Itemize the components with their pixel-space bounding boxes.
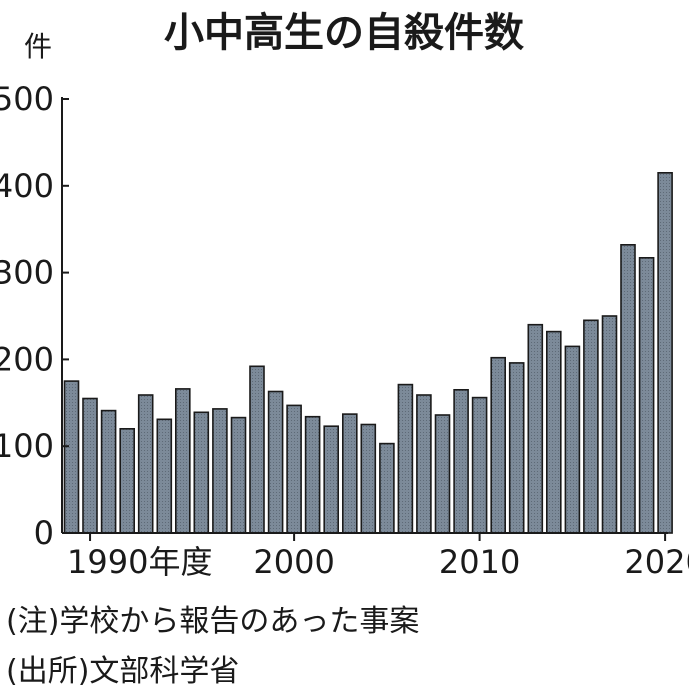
bar-2015 [564,345,581,534]
bar-1997 [230,416,247,534]
chart: 小中高生の自殺件数 件 0 100 200 300 400 500 1990年度 2000 2… [0,10,689,581]
y-tick-label: 300 [0,254,54,292]
bar-2005 [379,442,395,534]
y-tick-label: 0 [34,514,54,552]
bar-1992 [137,394,154,534]
y-tick-label: 500 [0,80,54,118]
bar-2017 [601,315,618,534]
bar-2008 [434,414,451,534]
y-axis-unit: 件 [24,30,52,63]
bar-2020 [657,172,673,534]
bar-2002 [323,425,340,534]
bar-1995 [193,411,210,534]
x-tick-label: 1990年度 [67,543,212,581]
bar-2000 [286,404,302,534]
bar-series [63,172,673,534]
bar-2014 [545,330,562,534]
bar-2006 [397,383,414,534]
bar-1991 [119,427,135,534]
y-axis: 0 100 200 300 400 500 [0,80,69,552]
bar-2001 [304,415,321,534]
bar-1996 [212,408,228,534]
bar-1994 [175,388,191,534]
bar-2010 [471,396,488,534]
bar-2019 [638,256,655,534]
chart-title: 小中高生の自殺件数 [164,10,524,56]
bar-2012 [508,362,525,534]
y-tick-label: 100 [0,427,54,465]
x-tick-label: 2010 [439,543,520,581]
bar-1993 [156,418,173,534]
y-tick-label: 400 [0,167,54,205]
bar-2011 [490,356,507,534]
bar-1999 [267,390,284,534]
bar-2018 [620,244,636,534]
bar-2007 [416,394,432,534]
x-tick-label: 2020 [624,543,689,581]
bar-1990 [100,409,117,534]
bar-2004 [360,423,377,534]
bar-2009 [453,388,469,534]
bar-2016 [583,319,599,534]
bar-1989 [82,397,98,534]
x-axis: 1990年度 2000 2010 2020 [62,532,689,581]
footnote-note: (注)学校から報告のあった事案 [6,604,420,639]
bar-2003 [341,413,358,534]
x-tick-label: 2000 [253,543,334,581]
bar-1988 [63,380,80,534]
bar-1998 [249,365,265,534]
bar-2013 [527,323,544,534]
y-tick-label: 200 [0,340,54,378]
footnote-source: (出所)文部科学省 [6,654,240,689]
